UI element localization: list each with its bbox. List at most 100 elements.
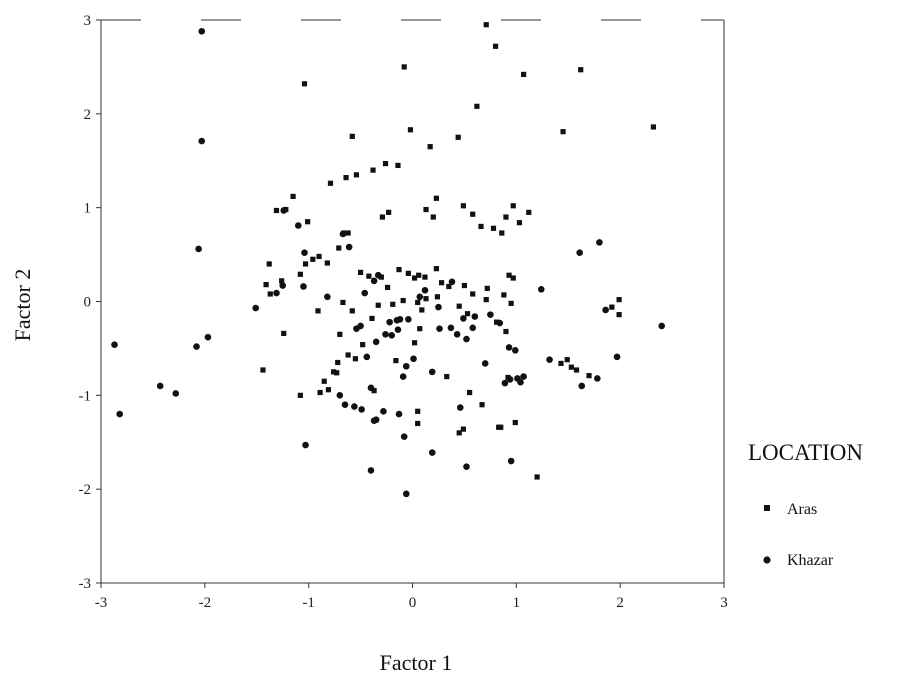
- point-aras: [360, 342, 366, 348]
- point-khazar: [357, 322, 364, 330]
- point-khazar: [370, 277, 378, 285]
- point-khazar: [428, 368, 436, 376]
- point-aras: [427, 144, 433, 150]
- point-khazar: [517, 378, 524, 386]
- point-aras: [415, 408, 421, 414]
- point-aras: [616, 297, 622, 303]
- x-tick-label: -2: [199, 595, 212, 611]
- point-aras: [352, 356, 358, 362]
- point-aras: [336, 245, 342, 251]
- x-tick-label: -1: [302, 595, 315, 611]
- point-khazar: [351, 403, 358, 410]
- point-aras: [461, 282, 468, 289]
- point-aras: [433, 195, 439, 201]
- point-aras: [324, 260, 330, 266]
- point-aras: [446, 283, 452, 290]
- point-aras: [297, 271, 303, 277]
- point-khazar: [386, 318, 393, 326]
- point-aras: [492, 43, 499, 49]
- point-aras: [416, 272, 422, 278]
- point-aras: [510, 203, 516, 209]
- point-khazar: [507, 457, 515, 465]
- point-aras: [401, 64, 407, 70]
- point-khazar: [410, 355, 417, 363]
- point-aras: [390, 301, 396, 307]
- point-khazar: [416, 293, 424, 301]
- point-khazar: [487, 311, 494, 318]
- point-aras: [396, 266, 402, 273]
- point-aras: [573, 367, 580, 373]
- x-axis: -3 -2 -1 0 1 2 3: [95, 583, 728, 611]
- point-aras: [345, 230, 351, 236]
- point-khazar: [405, 316, 412, 323]
- point-khazar: [345, 243, 353, 251]
- point-aras: [386, 209, 392, 215]
- point-khazar: [358, 406, 365, 413]
- point-khazar: [546, 356, 553, 363]
- point-aras: [267, 291, 273, 297]
- point-aras: [456, 303, 462, 309]
- point-aras: [564, 357, 570, 363]
- point-aras: [266, 261, 272, 267]
- point-khazar: [204, 333, 212, 341]
- point-khazar: [374, 271, 382, 279]
- point-khazar: [448, 278, 456, 286]
- point-aras: [378, 274, 384, 280]
- point-khazar: [578, 382, 586, 390]
- point-aras: [337, 331, 343, 337]
- point-khazar: [501, 379, 509, 387]
- point-aras: [470, 211, 476, 217]
- point-aras: [444, 373, 450, 380]
- point-aras: [400, 297, 406, 304]
- point-aras: [353, 172, 360, 178]
- point-khazar: [658, 322, 665, 330]
- point-khazar: [302, 441, 309, 449]
- point-khazar: [363, 353, 371, 361]
- point-khazar: [111, 341, 118, 348]
- point-khazar: [367, 384, 375, 392]
- y-tick-label: -1: [79, 388, 92, 404]
- point-aras: [370, 167, 376, 173]
- point-khazar: [421, 286, 429, 294]
- point-aras: [305, 219, 311, 225]
- point-aras: [343, 175, 349, 181]
- point-khazar: [252, 304, 260, 312]
- point-khazar: [481, 360, 489, 367]
- point-aras: [484, 285, 490, 291]
- point-khazar: [505, 344, 513, 351]
- y-tick-label: -3: [79, 576, 92, 592]
- point-aras: [510, 275, 516, 281]
- point-khazar: [463, 463, 470, 470]
- point-aras: [297, 392, 303, 398]
- point-aras: [290, 193, 296, 200]
- point-aras: [375, 302, 381, 308]
- point-aras: [411, 275, 418, 281]
- point-aras: [534, 474, 540, 480]
- legend-title: LOCATION: [748, 440, 863, 465]
- point-aras: [516, 220, 523, 226]
- point-khazar: [613, 353, 621, 361]
- point-aras: [321, 378, 327, 384]
- point-khazar: [469, 324, 477, 332]
- point-khazar: [116, 410, 123, 418]
- point-khazar: [382, 331, 389, 338]
- point-aras: [512, 419, 518, 426]
- point-aras: [438, 280, 445, 286]
- point-aras: [568, 364, 574, 370]
- y-tick-label: 0: [84, 295, 92, 311]
- point-aras: [325, 387, 331, 393]
- point-khazar: [460, 315, 467, 322]
- legend: LOCATION Aras Khazar: [748, 440, 863, 569]
- point-aras: [379, 214, 385, 220]
- point-aras: [479, 402, 485, 408]
- point-aras: [273, 207, 280, 214]
- point-aras: [395, 162, 401, 169]
- point-khazar: [506, 376, 514, 383]
- point-aras: [521, 71, 527, 78]
- point-aras: [434, 294, 441, 300]
- point-aras: [415, 420, 421, 427]
- point-aras: [407, 127, 414, 133]
- point-khazar: [195, 245, 202, 253]
- x-tick-label: 3: [720, 595, 728, 611]
- x-axis-title: Factor 1: [380, 650, 453, 675]
